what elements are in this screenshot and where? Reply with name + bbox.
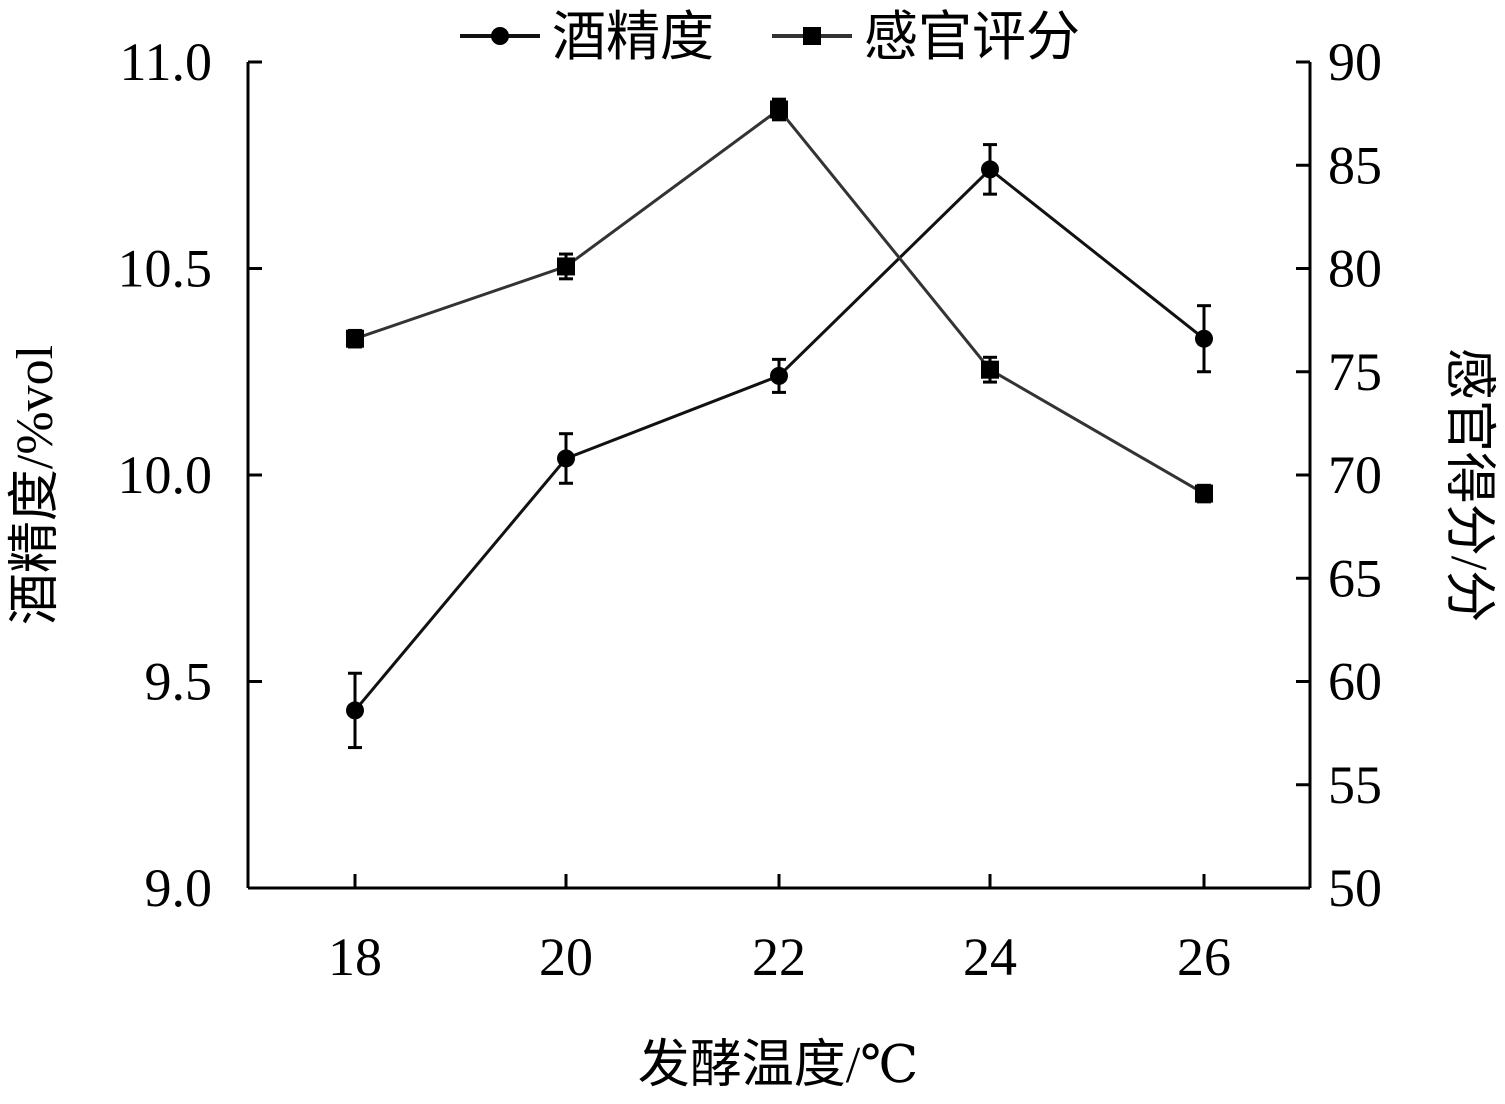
data-point-sensory bbox=[557, 257, 575, 276]
y-right-tick-label: 65 bbox=[1328, 548, 1382, 608]
y-right-tick-label: 75 bbox=[1328, 342, 1382, 402]
x-tick-label: 24 bbox=[963, 927, 1017, 987]
x-ticks: 18 20 22 24 26 bbox=[328, 874, 1231, 987]
y-right-ticks: 50 55 60 65 70 75 80 85 90 bbox=[1296, 32, 1382, 918]
y-left-tick-label: 10.5 bbox=[118, 239, 213, 299]
y-right-tick-label: 85 bbox=[1328, 135, 1382, 195]
series-line-sensory bbox=[354, 107, 1205, 495]
x-tick-label: 20 bbox=[539, 927, 593, 987]
y-right-tick-label: 80 bbox=[1328, 239, 1382, 299]
legend-label-sensory: 感官评分 bbox=[864, 7, 1080, 67]
data-point-alcohol bbox=[1195, 329, 1213, 348]
y-left-tick-label: 10.0 bbox=[118, 445, 213, 505]
data-point-alcohol bbox=[981, 160, 999, 179]
y-right-tick-label: 70 bbox=[1328, 445, 1382, 505]
data-point-alcohol bbox=[557, 449, 575, 468]
legend-marker-alcohol bbox=[491, 27, 509, 45]
y-left-axis-title: 酒精度/%vol bbox=[7, 345, 64, 625]
x-axis-title: 发酵温度/℃ bbox=[638, 1037, 919, 1094]
y-right-tick-label: 90 bbox=[1328, 32, 1382, 92]
legend-label-alcohol: 酒精度 bbox=[552, 7, 714, 67]
y-left-tick-label: 11.0 bbox=[120, 32, 213, 92]
data-point-sensory bbox=[770, 100, 788, 119]
series-alcohol bbox=[346, 143, 1213, 750]
y-left-tick-label: 9.5 bbox=[145, 652, 213, 712]
data-point-alcohol bbox=[770, 366, 788, 385]
legend-marker-sensory bbox=[803, 27, 821, 45]
x-tick-label: 18 bbox=[328, 927, 382, 987]
y-left-tick-label: 9.0 bbox=[145, 858, 213, 918]
legend: 酒精度 感官评分 bbox=[460, 7, 1080, 67]
series-line-alcohol bbox=[353, 167, 1205, 712]
data-point-sensory bbox=[1195, 484, 1213, 503]
y-left-ticks: 9.0 9.5 10.0 10.5 11.0 bbox=[118, 32, 262, 918]
data-point-sensory bbox=[981, 360, 999, 379]
y-right-tick-label: 55 bbox=[1328, 755, 1382, 815]
series-sensory bbox=[346, 97, 1213, 504]
series-layer bbox=[346, 97, 1213, 750]
data-point-sensory bbox=[346, 329, 364, 348]
y-right-tick-label: 60 bbox=[1328, 652, 1382, 712]
data-point-alcohol bbox=[346, 701, 364, 720]
x-tick-label: 22 bbox=[752, 927, 806, 987]
y-right-axis-title: 感官得分/分 bbox=[1440, 348, 1497, 622]
y-right-tick-label: 50 bbox=[1328, 858, 1382, 918]
x-tick-label: 26 bbox=[1177, 927, 1231, 987]
